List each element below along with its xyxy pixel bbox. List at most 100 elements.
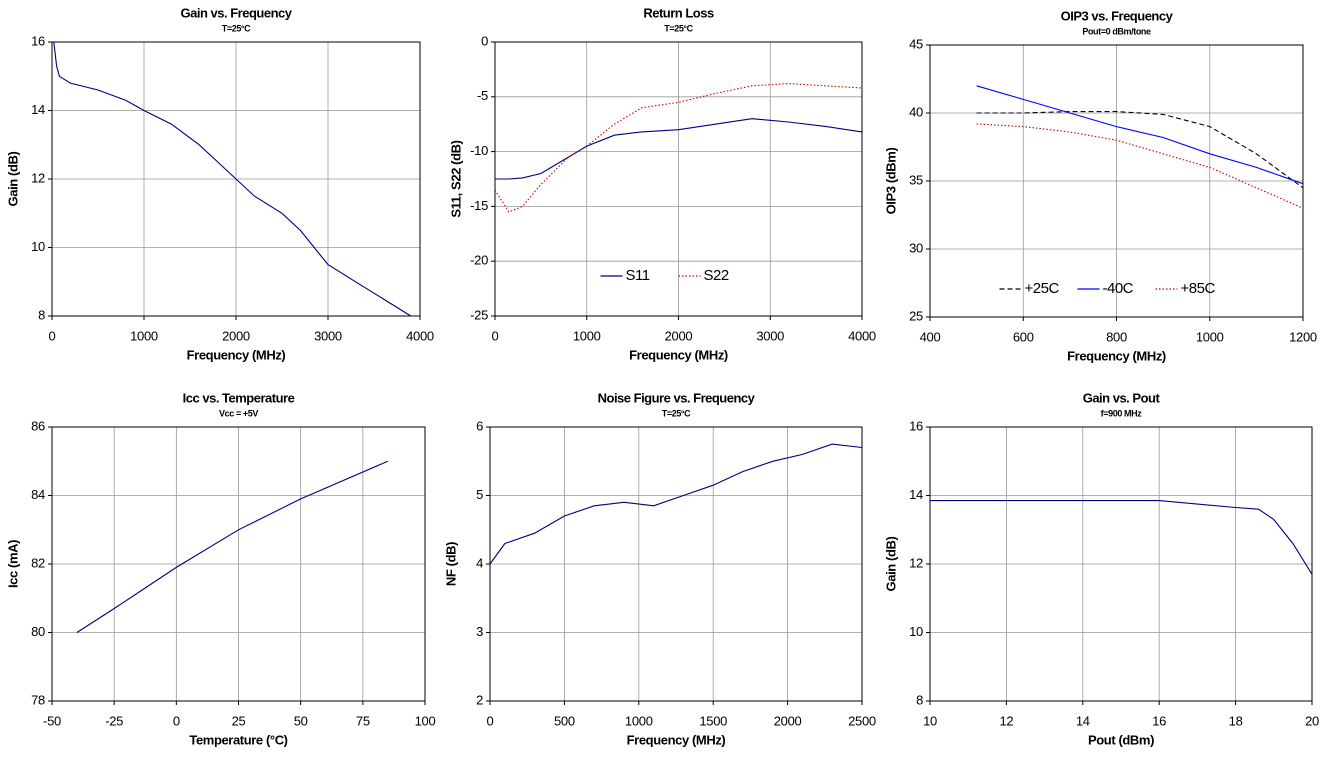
x-tick-label: 18: [1229, 713, 1243, 728]
legend-label: S11: [626, 267, 650, 284]
chart-subtitle: T=25°C: [222, 23, 251, 33]
x-tick-label: 0: [492, 328, 499, 343]
y-tick-label: 35: [909, 172, 923, 187]
data-line: [53, 41, 412, 317]
x-axis-label: Frequency (MHz): [187, 347, 286, 362]
chart-title: Gain vs. Pout: [1083, 390, 1161, 405]
data-line: [976, 111, 1304, 189]
y-tick-label: 4: [476, 555, 483, 570]
x-tick-label: 2500: [848, 713, 876, 728]
data-line: [494, 83, 863, 213]
y-tick-label: 10: [31, 239, 45, 254]
y-tick-label: 8: [916, 692, 923, 707]
chart-subtitle: T=25°C: [664, 23, 693, 33]
y-tick-label: 3: [476, 624, 483, 639]
chart-title: Gain vs. Frequency: [181, 5, 293, 20]
x-tick-label: 0: [173, 713, 180, 728]
x-axis-label: Frequency (MHz): [1067, 348, 1166, 363]
x-tick-label: 1000: [625, 713, 653, 728]
legend-label: +85C: [1181, 280, 1216, 297]
x-tick-label: 4000: [848, 328, 876, 343]
x-tick-label: 1000: [573, 328, 601, 343]
legend: S11 S22: [600, 267, 729, 284]
x-tick-label: 20: [1305, 713, 1319, 728]
x-axis-label: Frequency (MHz): [627, 732, 726, 747]
y-axis-label: S11, S22 (dB): [448, 140, 463, 217]
x-tick-label: 2000: [665, 328, 693, 343]
chart-subtitle: f=900 MHz: [1101, 408, 1143, 418]
x-tick-label: 0: [49, 328, 56, 343]
x-tick-label: 12: [999, 713, 1013, 728]
x-tick-label: 25: [232, 713, 246, 728]
y-tick-label: 14: [909, 487, 923, 502]
x-axis-label: Frequency (MHz): [629, 347, 728, 362]
chart-title: OIP3 vs. Frequency: [1061, 8, 1174, 23]
x-tick-label: -25: [105, 713, 123, 728]
y-tick-label: 45: [909, 36, 923, 51]
y-tick-label: 25: [909, 308, 923, 323]
y-tick-label: 16: [31, 33, 45, 48]
y-tick-label: 14: [31, 102, 45, 117]
x-tick-label: 4000: [406, 328, 434, 343]
x-tick-label: 10: [923, 713, 937, 728]
x-tick-label: 600: [1013, 329, 1034, 344]
y-tick-label: 2: [476, 692, 483, 707]
chart-panel: 8 10 12 14 16 0 1000 2000 3000 4000 Gain vs. Frequ…: [5, 5, 434, 362]
y-tick-label: 80: [31, 624, 45, 639]
x-tick-label: -50: [43, 713, 61, 728]
x-tick-label: 1500: [699, 713, 727, 728]
chart-subtitle: T=25°C: [662, 408, 691, 418]
chart-panel: 78 80 82 84 86 -50 -25 0 25 50 75 100 Icc vs. Temper…: [5, 390, 435, 747]
y-axis-label: NF (dB): [443, 542, 458, 586]
chart-subtitle: Vcc = +5V: [219, 408, 258, 418]
chart-panel: -25 -20 -15 -10 -5 0 0 1000 2000 3000 4000 Return L…: [448, 5, 876, 362]
x-tick-label: 400: [920, 329, 941, 344]
data-line: [495, 118, 863, 180]
y-tick-label: -10: [470, 143, 488, 158]
x-tick-label: 800: [1106, 329, 1127, 344]
x-tick-label: 2000: [222, 328, 250, 343]
y-tick-label: 16: [909, 418, 923, 433]
y-tick-label: 82: [31, 555, 45, 570]
plot-border: [51, 426, 426, 702]
x-tick-label: 500: [554, 713, 575, 728]
y-tick-label: 12: [909, 555, 923, 570]
x-tick-label: 75: [356, 713, 370, 728]
y-tick-label: -15: [470, 198, 488, 213]
y-tick-label: -25: [470, 307, 488, 322]
y-tick-label: 10: [909, 624, 923, 639]
chart-panel: 25 30 35 40 45 400 600 800 1000 1200 OIP3 vs. Freq…: [883, 8, 1317, 363]
data-line: [76, 460, 388, 633]
x-tick-label: 1200: [1289, 329, 1317, 344]
x-tick-label: 3000: [314, 328, 342, 343]
x-tick-label: 2000: [774, 713, 802, 728]
y-tick-label: 30: [909, 240, 923, 255]
y-tick-label: 40: [909, 104, 923, 119]
y-tick-label: 12: [31, 170, 45, 185]
plot-border: [929, 426, 1313, 702]
legend-label: S22: [704, 267, 729, 284]
data-line: [930, 500, 1313, 575]
y-tick-label: 8: [38, 307, 45, 322]
x-axis-label: Pout (dBm): [1088, 732, 1154, 747]
y-tick-label: 0: [481, 33, 488, 48]
y-tick-label: 78: [31, 692, 45, 707]
chart-subtitle: Pout=0 dBm/tone: [1082, 26, 1151, 36]
y-tick-label: 84: [31, 487, 45, 502]
y-tick-label: 86: [31, 418, 45, 433]
x-tick-label: 1000: [1196, 329, 1224, 344]
data-line: [489, 443, 863, 565]
x-tick-label: 1000: [130, 328, 158, 343]
legend-label: +25C: [1025, 280, 1060, 297]
plot-border: [929, 44, 1304, 318]
y-axis-label: Gain (dB): [883, 536, 898, 591]
x-tick-label: 50: [294, 713, 308, 728]
x-tick-label: 0: [487, 713, 494, 728]
y-axis-label: Icc (mA): [5, 540, 20, 588]
y-tick-label: -20: [470, 253, 488, 268]
data-line: [976, 85, 1304, 185]
chart-title: Noise Figure vs. Frequency: [598, 390, 756, 405]
chart-title: Icc vs. Temperature: [183, 390, 295, 405]
x-axis-label: Temperature (°C): [189, 732, 287, 747]
